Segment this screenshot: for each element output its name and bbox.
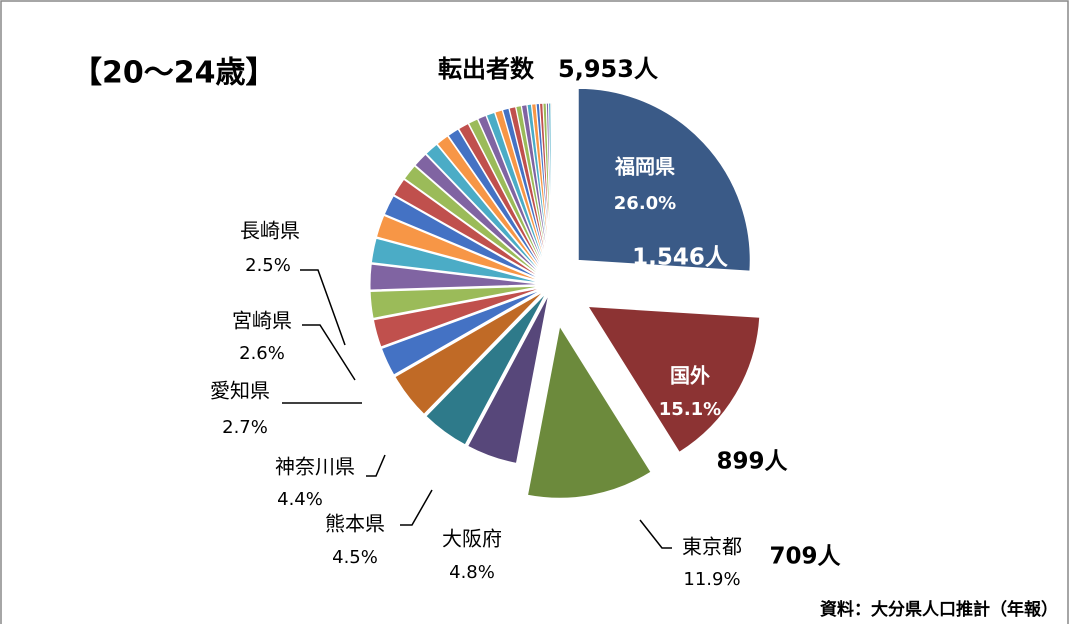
chart-header: 【20～24歳】 bbox=[72, 56, 276, 91]
slice-label: 愛知県 bbox=[210, 379, 270, 403]
slice-percent: 2.5% bbox=[245, 255, 291, 276]
pie-slice bbox=[372, 287, 543, 348]
pie-slice bbox=[414, 153, 546, 279]
slice-percent: 4.5% bbox=[332, 547, 378, 568]
chart-title: 転出者数 5,953人 bbox=[438, 55, 658, 83]
pie-slice bbox=[467, 118, 549, 277]
count-label: 899人 bbox=[716, 449, 788, 475]
pie-slice bbox=[467, 294, 550, 464]
pie-slice bbox=[380, 288, 544, 376]
pie-slice bbox=[477, 114, 549, 276]
count-label: 1,546人 bbox=[632, 245, 729, 271]
slice-percent: 2.7% bbox=[222, 417, 268, 438]
pie-slice bbox=[383, 195, 544, 282]
slice-percent: 4.4% bbox=[277, 489, 323, 510]
pie-slice bbox=[447, 128, 547, 277]
leader-line bbox=[302, 324, 356, 381]
count-label: 709人 bbox=[769, 544, 841, 570]
slice-label: 宮崎県 bbox=[232, 309, 292, 333]
leader-line bbox=[400, 489, 433, 526]
source-note: 資料：大分県人口推計（年報） bbox=[820, 599, 1058, 620]
pie-slice bbox=[587, 305, 761, 453]
pie-slice bbox=[375, 214, 543, 283]
pie-slice bbox=[425, 143, 546, 278]
slice-label: 神奈川県 bbox=[275, 455, 355, 479]
pie-slice bbox=[403, 165, 545, 280]
slice-label: 熊本県 bbox=[325, 512, 385, 536]
pie-slice bbox=[370, 237, 543, 284]
slice-percent: 15.1% bbox=[659, 399, 721, 420]
pie-slice bbox=[577, 87, 751, 272]
slice-label: 東京都 bbox=[682, 535, 742, 559]
slice-label: 福岡県 bbox=[614, 155, 675, 179]
pie-slice bbox=[425, 292, 547, 446]
pie-slice bbox=[369, 285, 543, 319]
slice-percent: 26.0% bbox=[614, 193, 676, 214]
pie-slice bbox=[369, 263, 543, 291]
leader-line bbox=[366, 454, 386, 477]
pie-slice bbox=[394, 290, 545, 415]
pie-slice bbox=[436, 135, 547, 278]
slice-percent: 4.8% bbox=[449, 562, 495, 583]
leader-line bbox=[300, 269, 346, 346]
slice-label: 長崎県 bbox=[240, 219, 300, 243]
pie-slice bbox=[457, 122, 548, 277]
slice-percent: 11.9% bbox=[683, 569, 740, 590]
pie-slice bbox=[526, 324, 652, 499]
slice-label: 大阪府 bbox=[442, 527, 502, 551]
pie-slice bbox=[550, 102, 553, 276]
slice-label: 国外 bbox=[670, 364, 710, 388]
pie-slice bbox=[393, 178, 544, 281]
slice-percent: 2.6% bbox=[239, 343, 285, 364]
leader-line bbox=[639, 519, 672, 549]
